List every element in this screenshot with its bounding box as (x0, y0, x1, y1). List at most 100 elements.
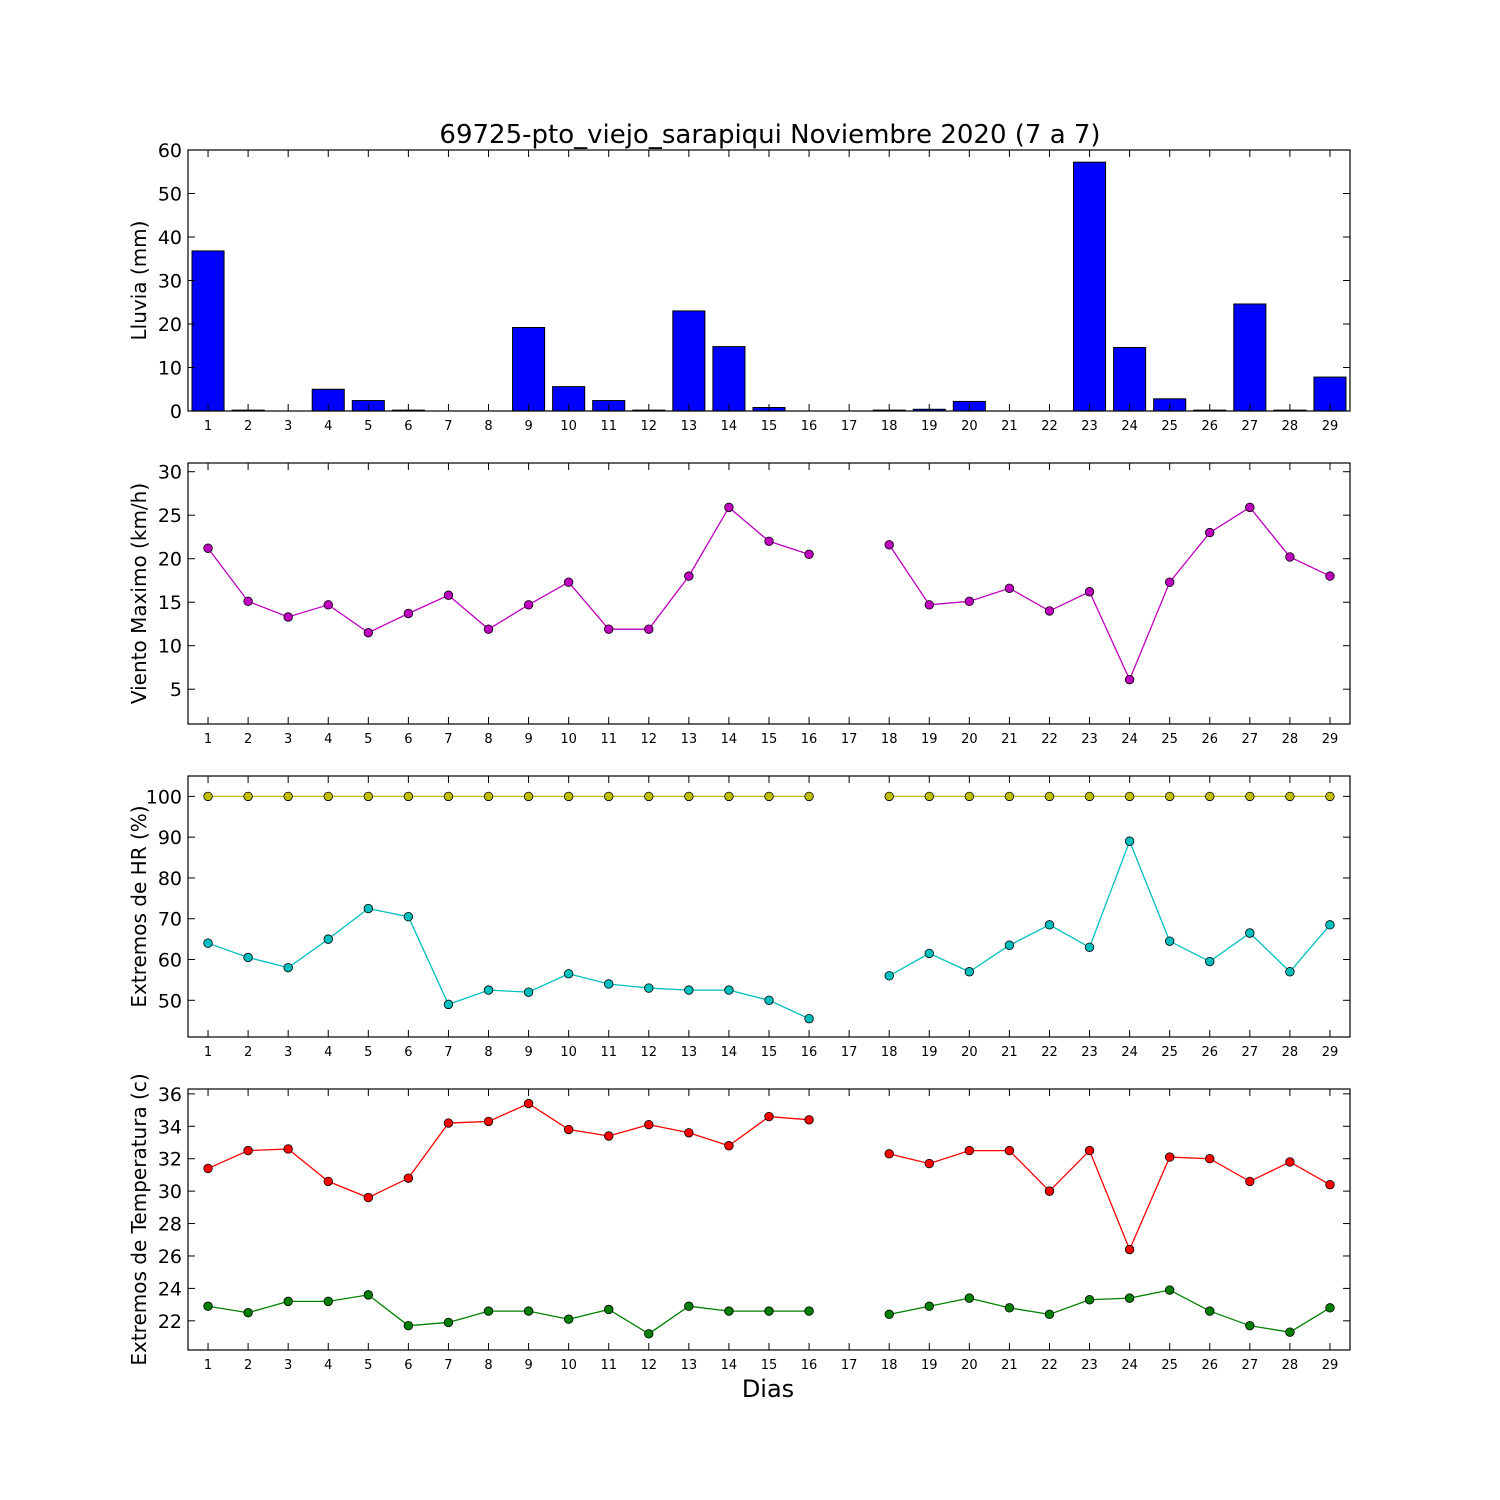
y-tick-label: 40 (158, 227, 182, 249)
series-2-point-day-9 (523, 1306, 534, 1316)
bar-day-9 (512, 326, 546, 412)
series-1-point-day-27 (1245, 791, 1255, 802)
series-1-point-day-7 (443, 590, 454, 600)
x-tick-label: 12 (641, 1045, 658, 1060)
series-2-point-day-19 (924, 1301, 934, 1311)
series-1-point-day-10 (563, 1124, 574, 1135)
y-axis-label: Extremos de Temperatura (c) (127, 1073, 151, 1365)
series-2-point-day-26 (1205, 1306, 1215, 1316)
series-1-point-day-14 (724, 1141, 734, 1151)
series-1-point-day-5 (363, 791, 374, 802)
series-1-point-day-20 (964, 791, 975, 802)
x-tick-label: 8 (484, 419, 492, 434)
x-tick-label: 20 (961, 419, 978, 434)
series-1-line-1 (207, 1102, 810, 1199)
x-tick-label: 6 (404, 1045, 412, 1060)
plot-frame (187, 462, 1351, 725)
series-1-point-day-12 (644, 791, 654, 802)
x-tick-label: 27 (1242, 1358, 1259, 1373)
y-tick-label: 30 (158, 462, 182, 484)
x-tick-label: 3 (284, 419, 292, 434)
series-2-point-day-19 (924, 948, 934, 959)
x-tick-label: 17 (841, 1358, 858, 1373)
y-tick-label: 32 (158, 1149, 182, 1171)
x-tick-label: 2 (244, 732, 252, 747)
series-1-point-day-6 (403, 791, 414, 802)
series-1-line-2 (889, 1149, 1331, 1252)
x-tick-label: 6 (404, 419, 412, 434)
bar-day-23 (1073, 161, 1107, 412)
x-tick-label: 20 (961, 1358, 978, 1373)
y-tick-label: 24 (158, 1278, 182, 1300)
series-2-line-2 (889, 1289, 1331, 1333)
series-1-point-day-29 (1325, 791, 1335, 802)
x-tick-label: 29 (1322, 1358, 1339, 1373)
series-2-point-day-25 (1164, 936, 1175, 946)
x-tick-label: 22 (1041, 1045, 1058, 1060)
y-tick-label: 26 (158, 1246, 182, 1268)
series-1-point-day-2 (243, 791, 253, 802)
series-2-point-day-12 (644, 1329, 654, 1339)
series-1-point-day-26 (1205, 527, 1215, 538)
x-tick-label: 21 (1001, 419, 1018, 434)
series-1-point-day-11 (604, 791, 614, 802)
x-tick-label: 4 (324, 1358, 332, 1373)
x-tick-label: 16 (801, 1358, 818, 1373)
series-2-line-2 (888, 839, 1331, 977)
y-tick-label: 34 (158, 1116, 182, 1138)
series-2-point-day-6 (403, 1320, 414, 1331)
series-2-point-day-23 (1084, 942, 1095, 952)
series-2-point-day-10 (563, 969, 574, 979)
y-tick-label: 22 (158, 1311, 182, 1333)
series-1-point-day-7 (443, 791, 454, 802)
series-1-line-1 (207, 506, 810, 634)
series-1-point-day-12 (644, 624, 654, 634)
series-1-point-day-14 (724, 791, 734, 802)
series-1-point-day-16 (804, 1115, 814, 1125)
x-tick-label: 19 (921, 1358, 938, 1373)
x-tick-label: 13 (681, 419, 698, 434)
x-tick-label: 16 (801, 1045, 818, 1060)
series-2-point-day-24 (1124, 836, 1135, 846)
x-tick-label: 4 (324, 419, 332, 434)
x-tick-label: 24 (1121, 1358, 1138, 1373)
x-tick-label: 18 (881, 1045, 898, 1060)
x-tick-label: 15 (761, 732, 778, 747)
series-1-point-day-3 (283, 612, 293, 622)
series-1-point-day-11 (604, 624, 614, 634)
series-1-point-day-13 (684, 1128, 694, 1138)
series-1-point-day-14 (724, 502, 734, 513)
x-tick-label: 13 (681, 732, 698, 747)
series-2-point-day-20 (964, 967, 975, 977)
series-2-point-day-29 (1325, 920, 1335, 930)
x-axis-label: Dias (742, 1375, 794, 1403)
series-2-point-day-7 (443, 999, 454, 1010)
x-tick-label: 3 (284, 1045, 292, 1060)
x-tick-label: 4 (324, 1045, 332, 1060)
series-1-point-day-20 (964, 596, 975, 607)
y-tick-label: 15 (158, 592, 182, 614)
series-1-point-day-4 (323, 1176, 333, 1187)
series-2-point-day-29 (1325, 1303, 1335, 1313)
x-tick-label: 23 (1081, 732, 1098, 747)
series-1-point-day-18 (884, 791, 894, 802)
x-tick-label: 16 (801, 419, 818, 434)
y-tick-label: 50 (158, 990, 182, 1012)
x-tick-label: 27 (1242, 732, 1259, 747)
x-tick-label: 12 (641, 732, 658, 747)
series-1-point-day-15 (764, 536, 774, 547)
x-tick-label: 8 (484, 1358, 492, 1373)
x-tick-label: 13 (681, 1358, 698, 1373)
series-2-point-day-11 (604, 979, 614, 989)
series-1-point-day-29 (1325, 1179, 1335, 1190)
x-tick-label: 2 (244, 419, 252, 434)
y-tick-label: 70 (158, 909, 182, 931)
series-1-point-day-7 (443, 1118, 454, 1128)
series-2-point-day-2 (243, 1308, 253, 1318)
x-tick-label: 24 (1121, 732, 1138, 747)
series-1-point-day-12 (644, 1119, 654, 1130)
x-tick-label: 17 (841, 732, 858, 747)
x-tick-label: 25 (1161, 419, 1178, 434)
series-2-point-day-22 (1044, 920, 1055, 930)
